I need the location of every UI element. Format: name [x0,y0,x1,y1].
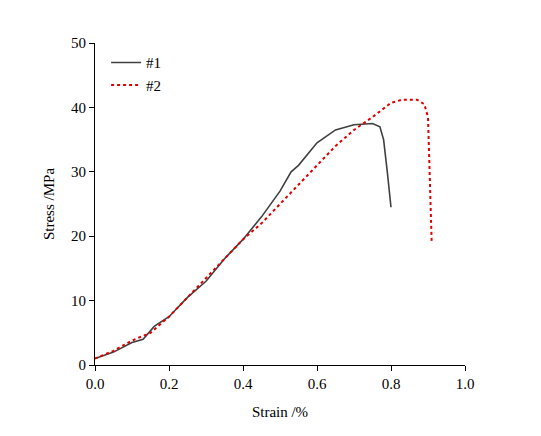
svg-text:Strain /%: Strain /% [252,404,308,420]
svg-text:0.0: 0.0 [86,376,105,392]
svg-text:10: 10 [71,293,86,309]
svg-text:0.6: 0.6 [308,376,327,392]
svg-text:0.4: 0.4 [234,376,253,392]
svg-text:#2: #2 [146,78,161,94]
svg-text:30: 30 [71,164,86,180]
svg-text:40: 40 [71,100,86,116]
svg-text:#1: #1 [146,55,161,71]
svg-text:1.0: 1.0 [456,376,475,392]
svg-text:0.8: 0.8 [382,376,401,392]
svg-text:0: 0 [78,357,86,373]
svg-text:0.2: 0.2 [160,376,179,392]
svg-text:50: 50 [71,35,86,51]
svg-text:20: 20 [71,228,86,244]
svg-text:Stress /MPa: Stress /MPa [41,168,57,240]
